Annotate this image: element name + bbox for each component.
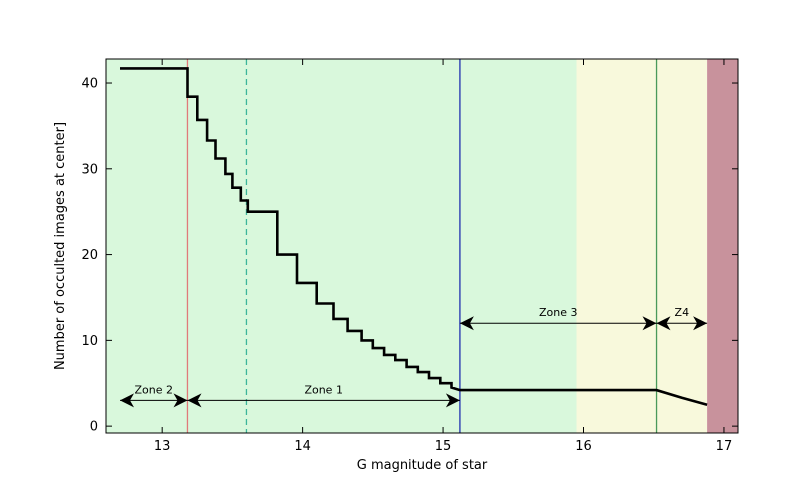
vertical-lines bbox=[186, 59, 658, 433]
series-line-0 bbox=[120, 67, 708, 406]
zone-arrow-head-right bbox=[445, 393, 460, 408]
band-2 bbox=[707, 59, 738, 433]
zone-arrow-head-left bbox=[187, 393, 202, 408]
zone-label: Zone 3 bbox=[539, 306, 578, 319]
zone-arrow-head-left bbox=[120, 393, 134, 408]
y-axis-label: Number of occulted images at center] bbox=[53, 122, 68, 370]
axis-ticks: 13 14 15 16 17 0 10 20 30 40 bbox=[81, 59, 738, 454]
data-series bbox=[120, 67, 708, 406]
zone-arrow-0: Zone 2 bbox=[120, 383, 188, 408]
zone-arrow-head-left bbox=[656, 316, 671, 331]
x-tick-label: 15 bbox=[435, 439, 452, 454]
y-tick-label: 20 bbox=[81, 248, 98, 263]
zone-arrow-3: Z4 bbox=[656, 306, 708, 331]
x-tick-label: 14 bbox=[294, 439, 311, 454]
y-tick-label: 30 bbox=[81, 162, 98, 177]
y-tick-label: 0 bbox=[90, 420, 98, 435]
y-tick-label: 10 bbox=[81, 334, 98, 349]
x-tick-label: 16 bbox=[575, 439, 592, 454]
band-0 bbox=[106, 59, 577, 433]
zone-arrow-head-right bbox=[173, 393, 188, 408]
background-bands bbox=[106, 59, 738, 433]
zone-arrow-head-right bbox=[642, 316, 657, 331]
zone-label: Zone 1 bbox=[304, 383, 343, 396]
zone-annotations: Zone 2 Zone 1 Zone 3 Z4 bbox=[120, 306, 708, 408]
band-1 bbox=[576, 59, 708, 433]
x-tick-label: 13 bbox=[154, 439, 171, 454]
zone-label: Zone 2 bbox=[135, 383, 174, 396]
zone-arrow-1: Zone 1 bbox=[187, 383, 460, 408]
x-tick-label: 17 bbox=[716, 439, 733, 454]
y-tick-label: 40 bbox=[81, 77, 98, 92]
x-axis-label: G magnitude of star bbox=[357, 458, 488, 473]
zone-label: Z4 bbox=[675, 306, 690, 319]
zone-arrow-2: Zone 3 bbox=[459, 306, 657, 331]
zone-arrow-head-right bbox=[693, 316, 708, 331]
zone-arrow-head-left bbox=[459, 316, 474, 331]
plot-frame bbox=[105, 58, 739, 434]
